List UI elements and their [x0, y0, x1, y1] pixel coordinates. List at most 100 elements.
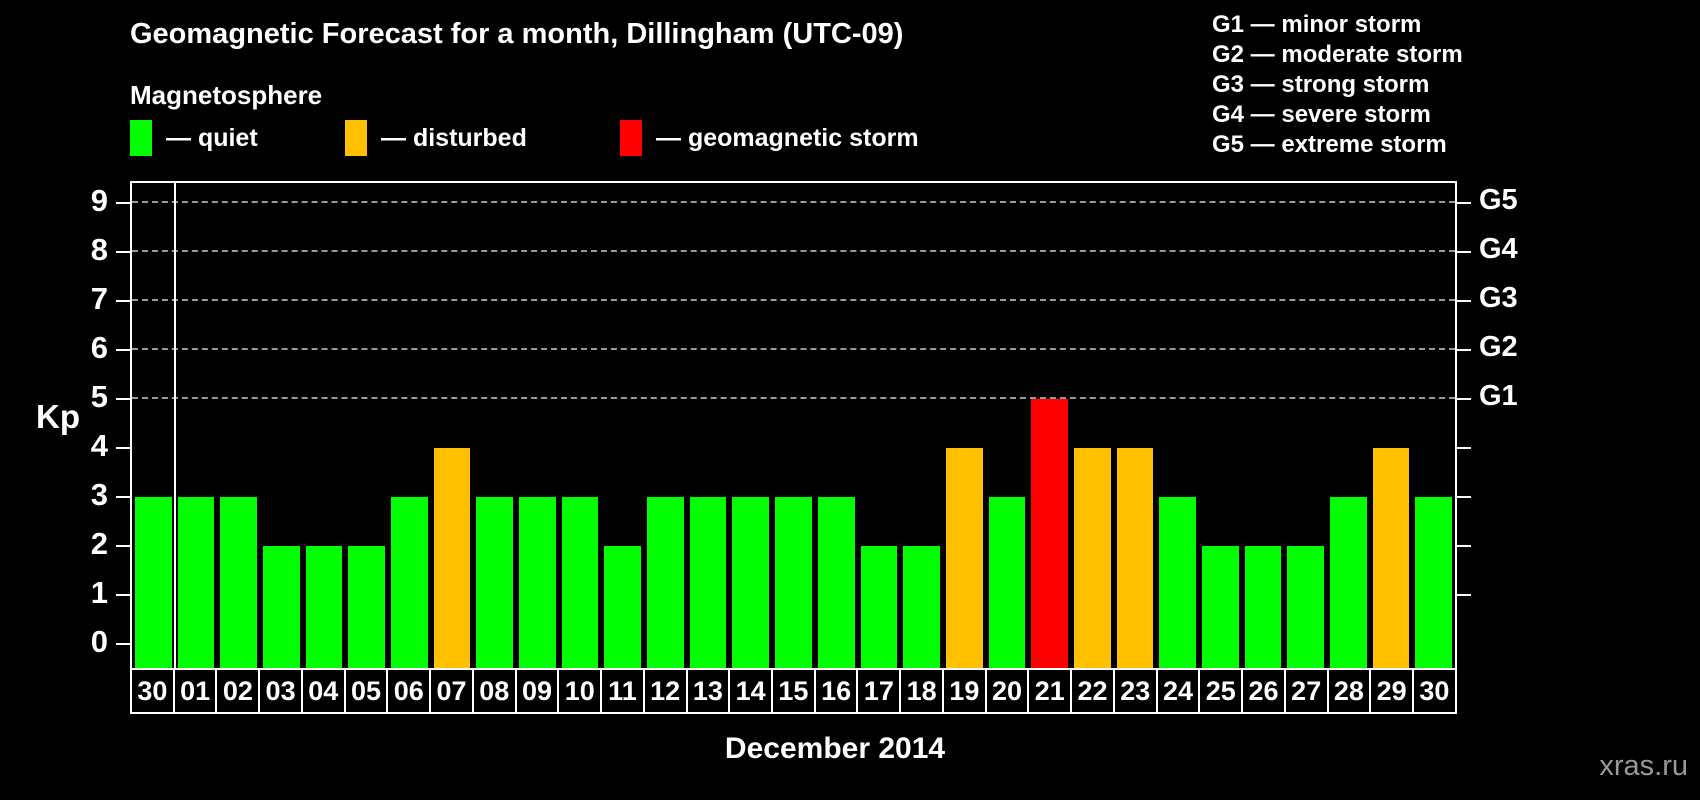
left-tick-9: [116, 202, 130, 204]
day-label-05: 05: [343, 668, 389, 714]
kp-tick-label-8: 8: [90, 232, 108, 267]
gridline-kp-9: [132, 201, 1455, 203]
watermark: xras.ru: [1599, 750, 1688, 782]
left-tick-3: [116, 496, 130, 498]
kp-tick-label-2: 2: [90, 526, 108, 561]
magnetosphere-label: Magnetosphere: [130, 80, 323, 110]
kp-bar-day-05: [348, 546, 386, 668]
legend-item-storm: — geomagnetic storm: [620, 120, 919, 156]
g-legend-row-2: G2 — moderate storm: [1212, 41, 1463, 68]
kp-bar-day-30: [1415, 497, 1452, 668]
day-label-30: 30: [1412, 668, 1457, 714]
day-label-28: 28: [1326, 668, 1372, 714]
day-label-22: 22: [1070, 668, 1115, 714]
kp-bar-day-27: [1287, 546, 1324, 668]
day-label-18: 18: [899, 668, 944, 714]
day-label-06: 06: [386, 668, 432, 714]
kp-bar-day-18: [903, 546, 940, 668]
g-tick-label-G3: G3: [1479, 282, 1518, 314]
day-label-10: 10: [557, 668, 603, 714]
right-tick-1: [1457, 594, 1471, 596]
kp-bar-day-08: [476, 497, 514, 668]
kp-tick-label-1: 1: [90, 575, 108, 610]
kp-bar-day-03: [263, 546, 300, 668]
left-tick-6: [116, 349, 130, 351]
left-tick-1: [116, 594, 130, 596]
kp-axis-label: Kp: [36, 398, 80, 435]
kp-bar-day-07: [433, 448, 471, 668]
g-legend-row-3: G3 — strong storm: [1212, 71, 1430, 98]
kp-bar-day-16: [817, 497, 855, 668]
right-tick-5: [1457, 398, 1471, 400]
kp-tick-label-5: 5: [90, 379, 108, 414]
plot-area: [130, 181, 1457, 668]
kp-bar-day-02: [220, 497, 258, 668]
month-separator-line: [173, 183, 176, 668]
day-label-20: 20: [984, 668, 1030, 714]
day-label-17: 17: [856, 668, 902, 714]
kp-bar-day-29: [1372, 448, 1410, 668]
legend-label-disturbed: — disturbed: [381, 123, 527, 152]
kp-bar-day-24: [1159, 497, 1196, 668]
gridline-kp-5: [132, 397, 1455, 399]
g-tick-label-G1: G1: [1479, 380, 1518, 412]
kp-bar-day-09: [519, 497, 556, 668]
kp-bar-day-10: [561, 497, 599, 668]
legend-item-disturbed: — disturbed: [345, 120, 527, 156]
right-tick-7: [1457, 300, 1471, 302]
left-tick-7: [116, 300, 130, 302]
kp-tick-label-3: 3: [90, 477, 108, 512]
day-label-27: 27: [1283, 668, 1329, 714]
kp-bar-day-04: [305, 546, 343, 668]
left-tick-2: [116, 545, 130, 547]
kp-bar-day-30: [135, 497, 172, 668]
left-tick-8: [116, 251, 130, 253]
g-tick-label-G4: G4: [1479, 233, 1518, 265]
left-tick-5: [116, 398, 130, 400]
day-label-29: 29: [1369, 668, 1415, 714]
day-label-15: 15: [771, 668, 816, 714]
day-label-11: 11: [600, 668, 645, 714]
kp-bar-day-19: [945, 448, 983, 668]
kp-tick-label-9: 9: [90, 183, 108, 218]
kp-bar-day-12: [647, 497, 684, 668]
g-tick-label-G2: G2: [1479, 331, 1518, 363]
g-scale-legend: G1 — minor storm G2 — moderate storm G3 — …: [1212, 10, 1463, 160]
day-label-26: 26: [1241, 668, 1286, 714]
kp-bar-day-20: [988, 497, 1026, 668]
legend-label-quiet: — quiet: [166, 123, 258, 152]
kp-bar-day-22: [1073, 448, 1111, 668]
month-label: December 2014: [724, 732, 946, 765]
g-legend-row-4: G4 — severe storm: [1212, 101, 1431, 128]
day-label-12: 12: [642, 668, 688, 714]
day-label-09: 09: [514, 668, 560, 714]
quiet-swatch-icon: [130, 120, 152, 156]
day-label-16: 16: [813, 668, 859, 714]
g-legend-row-1: G1 — minor storm: [1212, 11, 1422, 38]
day-label-13: 13: [685, 668, 731, 714]
kp-bar-day-11: [604, 546, 642, 668]
kp-bar-day-13: [689, 497, 727, 668]
day-label-23: 23: [1112, 668, 1158, 714]
right-tick-2: [1457, 545, 1471, 547]
kp-bar-day-14: [732, 497, 770, 668]
day-label-08: 08: [471, 668, 517, 714]
kp-bar-day-26: [1244, 546, 1282, 668]
kp-bar-day-23: [1116, 448, 1154, 668]
day-label-04: 04: [300, 668, 346, 714]
kp-bar-day-21: [1031, 399, 1068, 668]
right-tick-8: [1457, 251, 1471, 253]
day-label-19: 19: [941, 668, 987, 714]
kp-tick-label-7: 7: [90, 281, 108, 316]
right-tick-4: [1457, 447, 1471, 449]
day-label-03: 03: [258, 668, 303, 714]
left-tick-0: [116, 643, 130, 645]
right-tick-9: [1457, 202, 1471, 204]
g-tick-label-G5: G5: [1479, 184, 1518, 216]
legend-label-storm: — geomagnetic storm: [656, 123, 919, 152]
kp-tick-label-0: 0: [90, 624, 108, 659]
kp-bar-day-06: [391, 497, 428, 668]
day-label-02: 02: [215, 668, 261, 714]
kp-bar-day-25: [1201, 546, 1239, 668]
